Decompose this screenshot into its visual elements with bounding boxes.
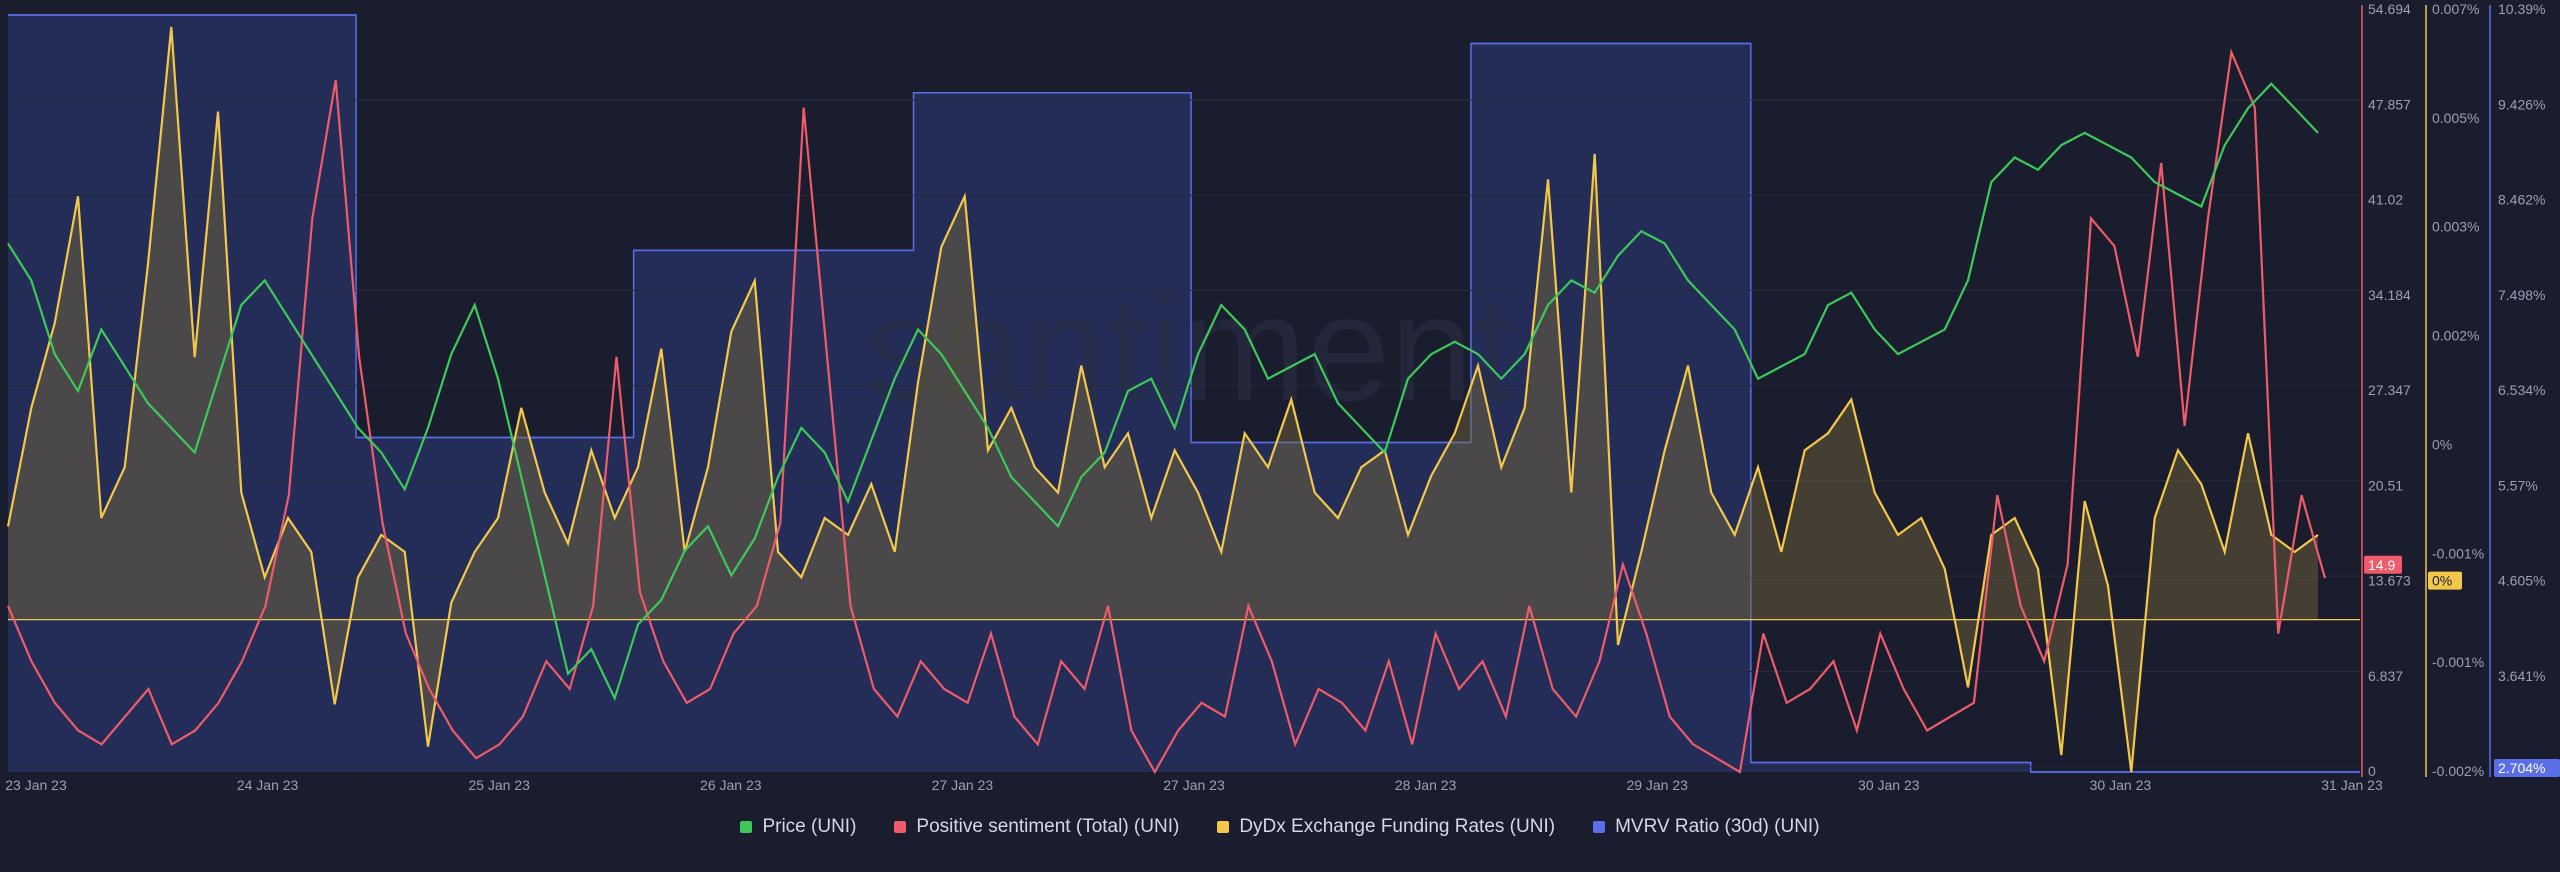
funding-current-tag-bg	[2428, 571, 2462, 590]
sentiment-tick-8: 0	[2368, 763, 2376, 779]
sentiment-line	[6, 48, 2327, 775]
x-tick-label-3: 26 Jan 23	[700, 777, 762, 793]
mvrv-line	[8, 14, 2360, 773]
price-line	[7, 82, 2319, 702]
mvrv-current-tag-bg	[2494, 759, 2560, 777]
x-tick-label-1: 24 Jan 23	[237, 777, 299, 793]
sentiment-tick-5: 20.51	[2368, 477, 2403, 493]
chart-legend: Price (UNI) Positive sentiment (Total) (U…	[0, 816, 2560, 838]
sentiment-tick-7: 6.837	[2368, 668, 2403, 684]
mvrv-tick-2: 8.462%	[2498, 192, 2545, 208]
mvrv-tick-3: 7.498%	[2498, 287, 2545, 303]
x-tick-label-8: 30 Jan 23	[1858, 777, 1920, 793]
funding-tick-2: 0.003%	[2432, 219, 2479, 235]
legend-item-1[interactable]: Positive sentiment (Total) (UNI)	[894, 816, 1179, 838]
funding-tick-1: 0.005%	[2432, 110, 2479, 126]
x-tick-label-10: 31 Jan 23	[2321, 777, 2383, 793]
mvrv-band-6	[1750, 762, 2031, 772]
x-tick-label-7: 29 Jan 23	[1626, 777, 1688, 793]
funding-tick-0: 0.007%	[2432, 1, 2479, 17]
mvrv-tick-4: 6.534%	[2498, 382, 2545, 398]
mvrv-tick-7: 3.641%	[2498, 668, 2545, 684]
legend-item-3[interactable]: MVRV Ratio (30d) (UNI)	[1593, 816, 1820, 838]
sentiment-current-tag-bg	[2364, 555, 2402, 574]
sentiment-current-tag: 14.9	[2364, 555, 2402, 574]
x-tick-label-6: 28 Jan 23	[1395, 777, 1457, 793]
mvrv-tick-6: 4.605%	[2498, 573, 2545, 589]
funding-line	[6, 26, 2319, 773]
legend-item-0[interactable]: Price (UNI)	[740, 816, 856, 838]
funding-tick-3: 0.002%	[2432, 328, 2479, 344]
mvrv-band-1	[356, 437, 634, 772]
legend-swatch-3	[1593, 821, 1606, 833]
mvrv-tick-0: 10.39%	[2498, 1, 2545, 17]
funding-current-tag-label: 0%	[2432, 573, 2452, 589]
legend-swatch-0	[740, 821, 753, 833]
legend-item-2[interactable]: DyDx Exchange Funding Rates (UNI)	[1217, 816, 1555, 838]
legend-label-3: MVRV Ratio (30d) (UNI)	[1615, 816, 1820, 837]
funding-tick-4: 0%	[2432, 436, 2452, 452]
legend-label-0: Price (UNI)	[762, 816, 857, 837]
x-tick-label-5: 27 Jan 23	[1163, 777, 1225, 793]
mvrv-current-tag: 2.704%	[2494, 759, 2560, 777]
sentiment-tick-6: 13.673	[2368, 573, 2411, 589]
sentiment-current-tag-label: 14.9	[2368, 557, 2395, 573]
x-tick-label-2: 25 Jan 23	[468, 777, 530, 793]
sentiment-tick-2: 41.02	[2368, 192, 2403, 208]
legend-label-1: Positive sentiment (Total) (UNI)	[916, 816, 1180, 837]
funding-tick-6: -0.001%	[2432, 654, 2484, 670]
funding-current-tag: 0%	[2428, 571, 2462, 590]
mvrv-tick-5: 5.57%	[2498, 477, 2538, 493]
x-tick-label-9: 30 Jan 23	[2090, 777, 2152, 793]
funding-tick-7: -0.002%	[2432, 763, 2484, 779]
x-tick-label-0: 23 Jan 23	[5, 777, 67, 793]
legend-swatch-1	[894, 821, 907, 833]
funding-tick-5: -0.001%	[2432, 545, 2484, 561]
mvrv-band-5	[1470, 43, 1751, 773]
legend-swatch-2	[1217, 821, 1230, 833]
x-tick-label-4: 27 Jan 23	[932, 777, 994, 793]
sentiment-tick-0: 54.694	[2368, 1, 2411, 17]
sentiment-tick-1: 47.857	[2368, 96, 2411, 112]
sentiment-tick-3: 34.184	[2368, 287, 2411, 303]
legend-label-2: DyDx Exchange Funding Rates (UNI)	[1239, 816, 1556, 837]
sentiment-tick-4: 27.347	[2368, 382, 2411, 398]
mvrv-band-4	[1191, 442, 1471, 772]
funding-area	[8, 26, 2318, 772]
mvrv-tick-1: 9.426%	[2498, 96, 2545, 112]
mvrv-current-tag-label: 2.704%	[2498, 760, 2545, 776]
